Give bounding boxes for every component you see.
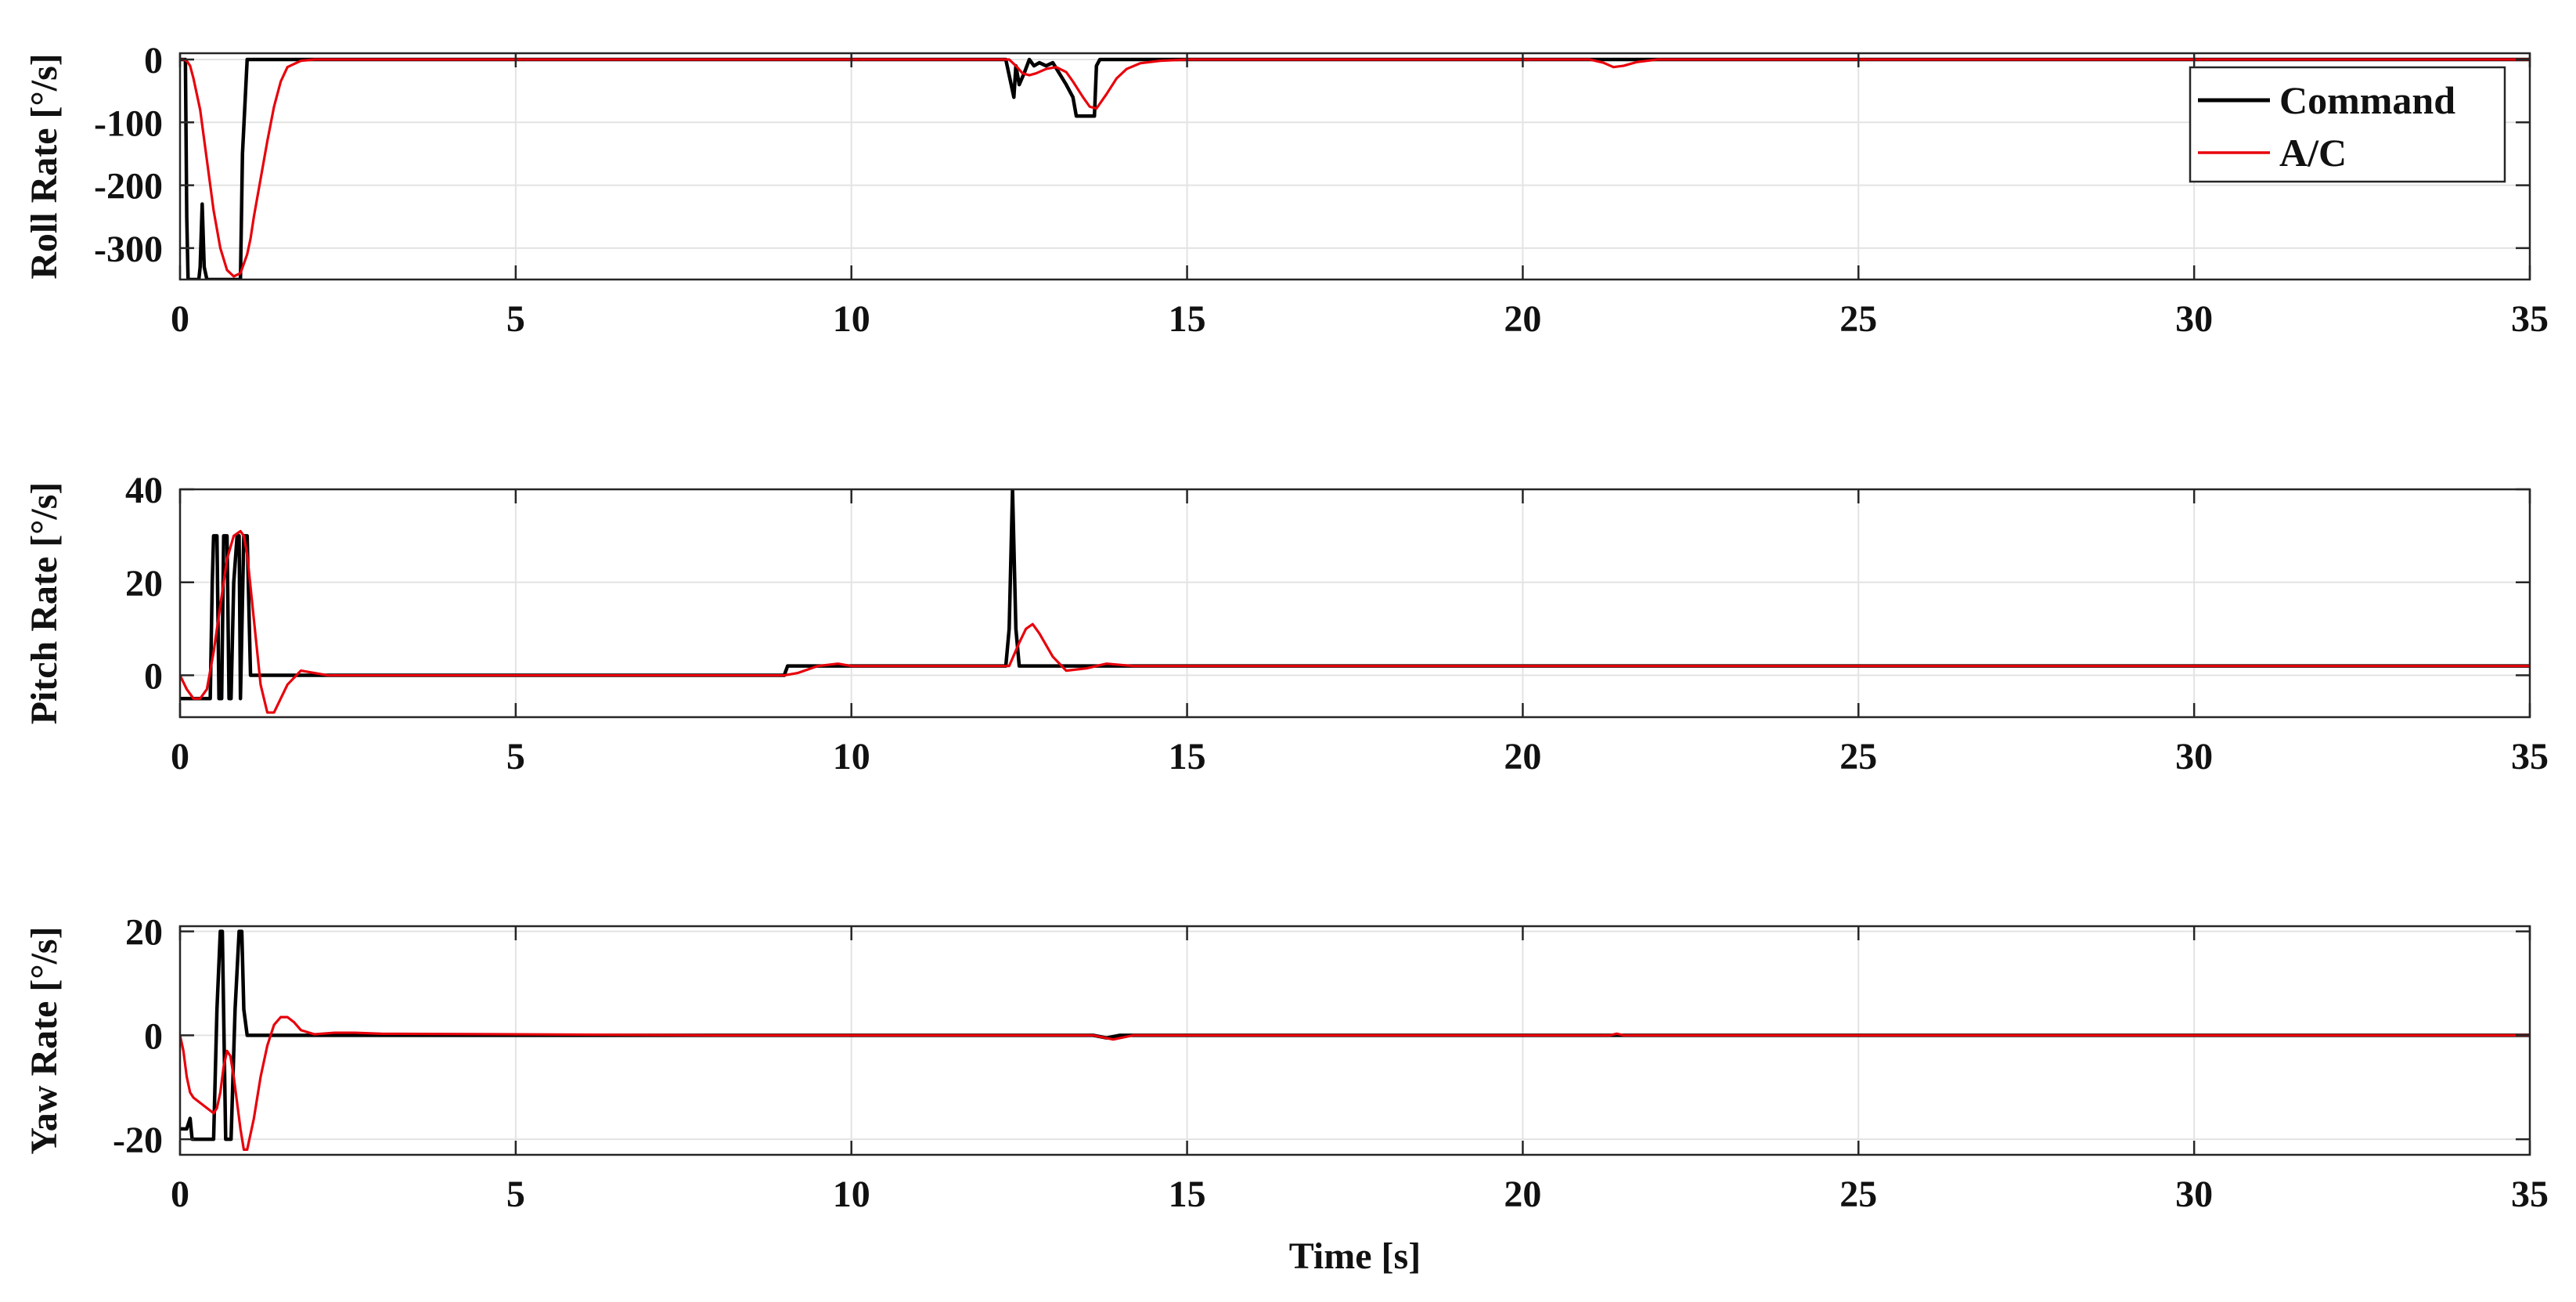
yaw-x-tick-label: 25 — [1839, 1174, 1877, 1215]
pitch-rate-panel: 0 5 10 15 20 25 30 35 0 20 40 Pitch Rate [°/s] — [23, 470, 2549, 777]
pitch-x-tick-label: 25 — [1839, 736, 1877, 777]
pitch-y-tick-label: 40 — [125, 470, 163, 511]
roll-y-tick-label: -100 — [94, 103, 163, 144]
yaw-x-tick-label: 30 — [2175, 1174, 2213, 1215]
roll-x-tick-label: 0 — [171, 298, 189, 340]
pitch-x-tick-label: 15 — [1169, 736, 1206, 777]
yaw-x-axis-label: Time [s] — [1289, 1235, 1421, 1277]
roll-x-tick-label: 15 — [1169, 298, 1206, 340]
roll-y-tick-label: 0 — [144, 40, 163, 81]
yaw-x-tick-label: 20 — [1504, 1174, 1541, 1215]
yaw-x-tick-label: 15 — [1169, 1174, 1206, 1215]
yaw-x-tick-label: 0 — [171, 1174, 189, 1215]
legend-label-ac: A/C — [2279, 131, 2347, 175]
yaw-plot-area — [180, 926, 2530, 1155]
roll-y-axis-label: Roll Rate [°/s] — [23, 53, 65, 279]
yaw-y-tick-label: 20 — [125, 912, 163, 954]
pitch-x-tick-label: 10 — [833, 736, 870, 777]
legend-box — [2189, 66, 2506, 183]
yaw-y-axis-label: Yaw Rate [°/s] — [23, 926, 65, 1154]
roll-axes-frame — [178, 52, 2531, 281]
yaw-x-tick-label: 5 — [506, 1174, 525, 1215]
yaw-y-tick-label: 0 — [144, 1015, 163, 1057]
pitch-series-command — [180, 489, 2530, 701]
pitch-axes-frame — [178, 488, 2531, 719]
roll-series-command — [180, 57, 2530, 280]
yaw-x-tick-label: 10 — [833, 1174, 870, 1215]
pitch-x-tick-label: 30 — [2175, 736, 2213, 777]
legend-label-command: Command — [2279, 78, 2455, 122]
roll-x-tick-label: 30 — [2175, 298, 2213, 340]
roll-x-tick-label: 5 — [506, 298, 525, 340]
pitch-series-a-c — [180, 529, 2530, 714]
roll-y-tick-label: -300 — [94, 229, 163, 270]
pitch-plot-area — [180, 489, 2530, 717]
pitch-x-tick-label: 35 — [2511, 736, 2549, 777]
yaw-x-tick-label: 35 — [2511, 1174, 2549, 1215]
yaw-y-tick-label: -20 — [113, 1120, 163, 1161]
roll-x-tick-label: 35 — [2511, 298, 2549, 340]
roll-x-tick-label: 20 — [1504, 298, 1541, 340]
yaw-series-a-c — [180, 1015, 2530, 1151]
roll-x-tick-label: 25 — [1839, 298, 1877, 340]
pitch-x-tick-label: 5 — [506, 736, 525, 777]
roll-x-tick-label: 10 — [833, 298, 870, 340]
pitch-y-tick-label: 20 — [125, 563, 163, 604]
roll-rate-panel: 0 5 10 15 20 25 30 35 -300 -200 -100 0 Roll Rate [°/… — [23, 40, 2549, 340]
pitch-y-tick-label: 0 — [144, 656, 163, 698]
pitch-x-tick-label: 0 — [171, 736, 189, 777]
roll-series-a-c — [180, 58, 2530, 278]
pitch-x-tick-label: 20 — [1504, 736, 1541, 777]
roll-y-tick-label: -200 — [94, 166, 163, 207]
legend: Command A/C — [2189, 66, 2506, 183]
roll-plot-area — [180, 53, 2530, 280]
pitch-y-axis-label: Pitch Rate [°/s] — [23, 482, 65, 725]
yaw-axes-frame — [178, 925, 2531, 1156]
